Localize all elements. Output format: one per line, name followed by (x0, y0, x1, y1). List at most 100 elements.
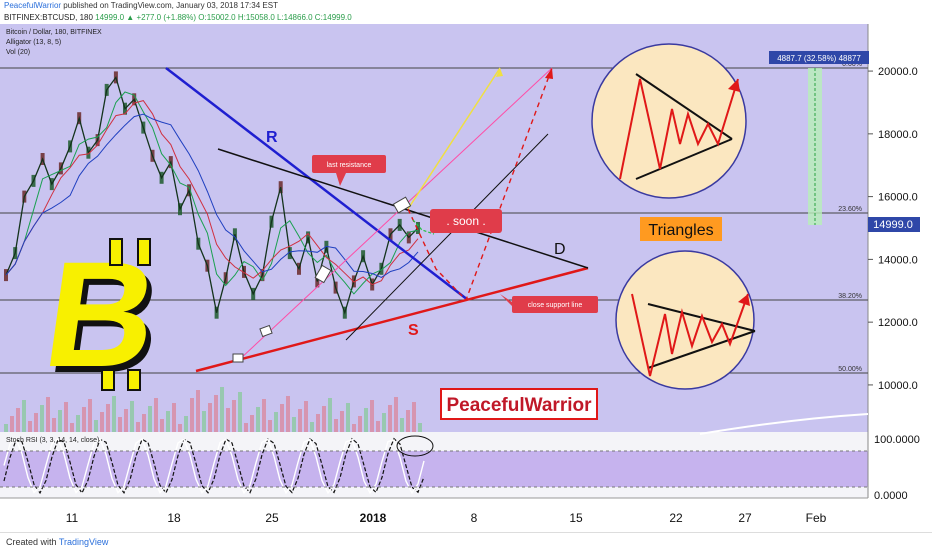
volume-bar (364, 408, 368, 432)
volume-bar (166, 411, 170, 432)
volume-bar (202, 411, 206, 432)
pink-channel-line (239, 67, 553, 360)
volume-bar (148, 406, 152, 432)
soon-callout[interactable] (430, 209, 502, 233)
volume-bar (184, 416, 188, 432)
last-price-badge (868, 217, 920, 232)
volume-bar (106, 404, 110, 432)
triangles-label: Triangles (648, 222, 713, 239)
volume-bar (190, 398, 194, 432)
publish-text: published on TradingView.com, January 03… (63, 1, 278, 10)
x-tick-label: 22 (669, 511, 683, 525)
volume-bar (346, 403, 350, 432)
volume-bar (130, 401, 134, 432)
rsi-tick-0: 0.0000 (874, 490, 908, 502)
label-R: R (266, 129, 278, 146)
support-line-S[interactable] (195, 266, 589, 373)
y-tick-label: 20000.0 (878, 66, 918, 78)
volume-bar (310, 422, 314, 432)
publish-info: PeacefulWarrior published on TradingView… (0, 0, 932, 12)
rsi-lines (0, 437, 868, 495)
volume-bar (238, 392, 242, 432)
volume-bar (52, 418, 56, 432)
legend-alligator: Alligator (13, 8, 5) (6, 39, 61, 46)
volume-bar (70, 423, 74, 432)
volume-bar (412, 402, 416, 432)
ohlc-values: 14999.0 ▲ +277.0 (+1.88%) O:15002.0 H:15… (95, 13, 352, 22)
volume-bar (178, 424, 182, 432)
price-line (5, 75, 419, 315)
volume-bar (418, 423, 422, 432)
y-tick-label: 12000.0 (878, 317, 918, 329)
volume-bar (268, 420, 272, 432)
volume-bar (244, 423, 248, 432)
volume-bar (304, 401, 308, 432)
author-link[interactable]: PeacefulWarrior (4, 1, 62, 10)
symbol-ohlc-line: BITFINEX:BTCUSD, 180 14999.0 ▲ +277.0 (+… (0, 12, 932, 24)
volume-bar (16, 408, 20, 432)
volume-bar (316, 414, 320, 432)
legend-rsi: Stoch RSI (3, 3, 14, 14, close) (6, 437, 99, 444)
label-S: S (408, 322, 419, 339)
x-tick-label: 25 (265, 511, 279, 525)
price-series (4, 71, 420, 319)
chart-canvas[interactable]: 0.00% 23.60% 38.20% 50.00% R S D last re… (0, 24, 932, 532)
price-axis-ticks: 20000.0 18000.0 16000.0 14000.0 12000.0 10000… (868, 66, 918, 392)
rsi-band (0, 451, 868, 487)
tradingview-brand[interactable]: TradingView (58, 537, 109, 547)
volume-bar (196, 390, 200, 432)
fib-label-382: 38.20% (838, 293, 862, 300)
symbol-label: BITFINEX:BTCUSD, 180 (4, 13, 93, 22)
watermark-box (440, 388, 598, 420)
close-support-text: close support line (528, 302, 583, 309)
volume-bar (220, 387, 224, 432)
marker-box-3 (314, 264, 332, 284)
volume-bar (118, 417, 122, 432)
time-axis-ticks: 11 18 25 2018 8 15 22 27 Feb (66, 511, 827, 525)
volume-bar (280, 404, 284, 432)
marker-box-4 (392, 196, 412, 214)
volume-bar (256, 407, 260, 432)
footer-created: Created with (6, 537, 57, 547)
soon-text: . soon . (446, 214, 485, 228)
price-axis (868, 24, 932, 498)
x-tick-label: 27 (738, 511, 752, 525)
volume-bar (358, 416, 362, 432)
marker-box-1 (232, 353, 244, 363)
callout-pointer-2 (500, 294, 514, 308)
last-resistance-text: last resistance (327, 162, 372, 169)
x-tick-label: 15 (569, 511, 583, 525)
y-tick-label: 16000.0 (878, 192, 918, 204)
y-tick-label: 14000.0 (878, 254, 918, 266)
x-tick-label: 8 (471, 511, 478, 525)
volume-bar (154, 398, 158, 432)
volume-bar (10, 416, 14, 432)
volume-bar (370, 400, 374, 432)
volume-bar (334, 419, 338, 432)
fib-label-50: 50.00% (838, 366, 862, 373)
volume-bar (274, 412, 278, 432)
volume-bar (340, 411, 344, 432)
fib-label-236: 23.60% (838, 206, 862, 213)
white-ma-curve (699, 413, 869, 435)
volume-bar (40, 405, 44, 432)
volume-bar (382, 413, 386, 432)
measure-text: 4887.7 (32.58%) 48877 (777, 54, 861, 63)
measure-range (808, 68, 822, 225)
volume-bar (112, 396, 116, 432)
volume-bars (4, 387, 422, 432)
volume-bar (28, 421, 32, 432)
triangles-label-box (640, 217, 722, 241)
rsi-tick-100: 100.0000 (874, 434, 920, 446)
x-tick-label: 18 (167, 511, 181, 525)
volume-bar (298, 409, 302, 432)
last-resistance-callout[interactable] (312, 155, 386, 173)
close-support-callout[interactable] (512, 296, 598, 313)
callout-pointer-1 (336, 173, 346, 186)
volume-bar (286, 396, 290, 432)
volume-bar (88, 399, 92, 432)
alligator-lips (5, 91, 419, 295)
measure-badge (769, 51, 869, 64)
resistance-line-R[interactable] (165, 67, 469, 301)
volume-bar (58, 410, 62, 432)
